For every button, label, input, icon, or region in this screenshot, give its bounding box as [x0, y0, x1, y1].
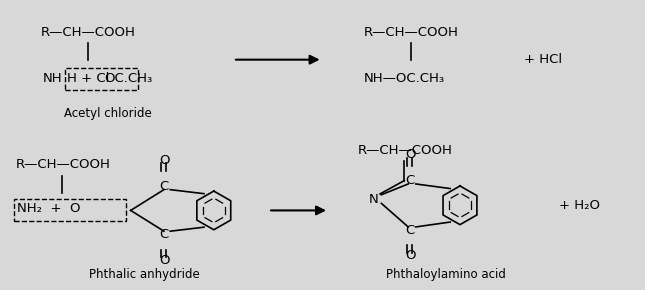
Text: R—CH—COOH: R—CH—COOH [15, 158, 110, 171]
Text: Acetyl chloride: Acetyl chloride [64, 107, 152, 120]
Text: R—CH—COOH: R—CH—COOH [364, 26, 459, 39]
Text: Phthalic anhydride: Phthalic anhydride [89, 268, 200, 281]
Text: Phthaloylamino acid: Phthaloylamino acid [386, 268, 506, 281]
Text: NH₂  +  O: NH₂ + O [17, 202, 81, 215]
Text: + H₂O: + H₂O [559, 199, 600, 212]
Text: NH—OC.CH₃: NH—OC.CH₃ [364, 72, 445, 85]
Text: O: O [405, 249, 415, 262]
Text: O: O [159, 254, 169, 267]
Text: R—CH—COOH: R—CH—COOH [358, 144, 453, 157]
Text: N: N [368, 193, 378, 206]
Text: C: C [159, 228, 168, 241]
Text: NH: NH [43, 72, 62, 85]
Text: C: C [159, 180, 168, 193]
Text: C: C [405, 224, 414, 237]
Text: O: O [159, 154, 169, 167]
Text: O: O [405, 148, 415, 162]
Text: R—CH—COOH: R—CH—COOH [41, 26, 136, 39]
Text: OC.CH₃: OC.CH₃ [104, 72, 152, 85]
Text: + HCl: + HCl [524, 53, 562, 66]
Text: H + Cl: H + Cl [66, 72, 109, 85]
Text: C: C [405, 174, 414, 187]
